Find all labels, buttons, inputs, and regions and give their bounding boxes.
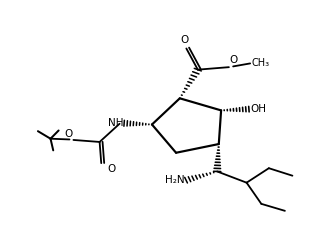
Text: O: O: [64, 129, 73, 139]
Text: O: O: [181, 36, 189, 45]
Text: H₂N: H₂N: [165, 175, 185, 185]
Text: OH: OH: [250, 104, 266, 114]
Text: NH: NH: [108, 118, 123, 128]
Text: O: O: [230, 55, 238, 65]
Text: O: O: [107, 164, 115, 174]
Text: CH₃: CH₃: [251, 58, 269, 69]
